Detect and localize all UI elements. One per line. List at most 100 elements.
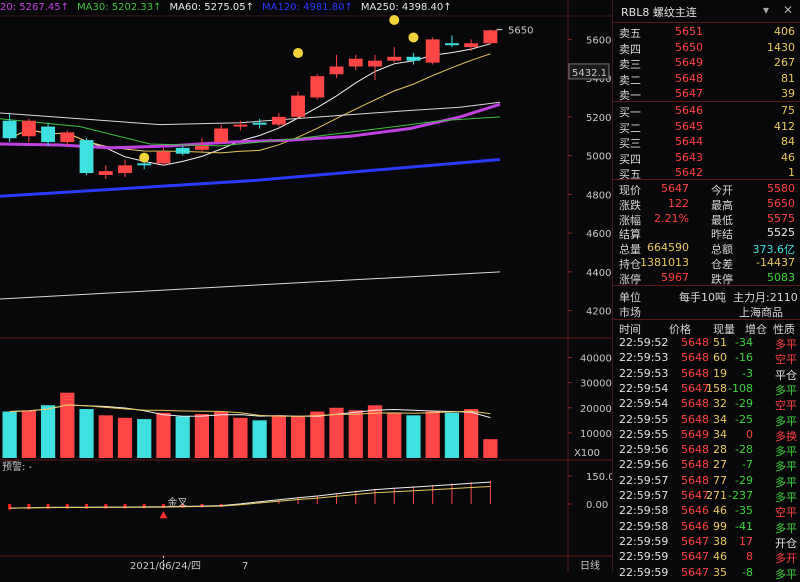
volume-bar[interactable] [214,411,229,458]
candle-body[interactable] [329,66,344,75]
book-row[interactable]: 卖二 5648 81 [613,72,800,87]
volume-bar[interactable] [137,419,152,458]
candle-body[interactable] [60,132,75,143]
volume-bar[interactable] [290,416,306,458]
trade-row[interactable]: 22:59:52 5648 51 -34 多平 [613,336,800,351]
trade-change: -237 [728,489,753,502]
candle-body[interactable] [445,43,459,46]
trade-row[interactable]: 22:59:57 5647 271 -237 多平 [613,489,800,504]
cross-label: 金叉 [167,496,187,509]
candle-body[interactable] [2,120,17,139]
candle-body[interactable] [368,60,382,67]
candle-body[interactable] [348,58,363,67]
book-price: 5646 [675,104,703,117]
trade-row[interactable]: 22:59:54 5648 32 -29 空平 [613,397,800,412]
trade-type: 空平 [775,353,797,367]
volume-bar[interactable] [40,405,56,458]
book-row[interactable]: 卖三 5649 267 [613,56,800,71]
trade-change: 8 [746,550,753,564]
volume-bar[interactable] [194,414,210,458]
book-row[interactable]: 买四 5643 46 [613,151,800,166]
candle-body[interactable] [156,151,171,164]
volume-bar[interactable] [2,411,17,458]
kline-chart-area[interactable]: 5600 5400 5200 5000 4800 4600 4400 4200 5650 5432… [0,0,612,572]
volume-bar[interactable] [60,392,75,458]
trade-row[interactable]: 22:59:59 5647 46 8 多开 [613,550,800,565]
trade-row[interactable]: 22:59:53 5648 60 -16 空平 [613,351,800,366]
trade-qty: 38 [713,534,727,548]
trade-row[interactable]: 22:59:55 5648 34 -25 多平 [613,413,800,428]
book-row[interactable]: 卖四 5650 1430 [613,41,800,56]
candle-body[interactable] [175,147,190,154]
trade-row[interactable]: 22:59:54 5647 158 -108 多平 [613,382,800,397]
trade-row[interactable]: 22:59:59 5647 38 17 开仓 [613,535,800,550]
volume-bar[interactable] [79,409,94,458]
candle-body[interactable] [425,39,440,63]
candle-body[interactable] [464,43,479,48]
book-row[interactable]: 买三 5644 84 [613,135,800,150]
chart-canvas[interactable]: 5600 5400 5200 5000 4800 4600 4400 4200 5650 5432… [0,0,612,572]
candle-body[interactable] [98,171,113,175]
close-icon[interactable]: ✕ [783,3,794,17]
volume-bar[interactable] [21,410,36,458]
trade-row[interactable]: 22:59:58 5646 46 -35 空平 [613,504,800,519]
candle-body[interactable] [118,165,132,174]
trade-row[interactable]: 22:59:56 5648 28 -28 多平 [613,443,800,458]
trade-row[interactable]: 22:59:57 5648 77 -29 多平 [613,474,800,489]
trade-row[interactable]: 22:59:56 5648 27 -7 多平 [613,458,800,473]
candle-body[interactable] [310,76,325,98]
book-qty: 75 [781,104,795,117]
book-row[interactable]: 买二 5645 412 [613,120,800,135]
stat-value: 5525 [767,226,795,240]
volume-bar[interactable] [310,411,325,458]
candle-body[interactable] [252,122,267,125]
candle-body[interactable] [483,30,498,44]
market-value: 上海商品 [739,306,783,319]
dropdown-icon[interactable]: ▾ [763,3,770,17]
book-row[interactable]: 买一 5646 75 [613,104,800,119]
candle-body[interactable] [79,140,94,174]
trade-qty: 46 [713,504,727,518]
trade-row[interactable]: 22:59:55 5649 34 0 多换 [613,428,800,443]
trade-row[interactable]: 22:59:53 5648 19 -3 平仓 [613,367,800,382]
candle-body[interactable] [291,95,305,117]
book-row[interactable]: 卖五 5651 406 [613,25,800,40]
book-price: 5642 [675,166,703,180]
volume-bar[interactable] [98,415,113,458]
current-price-tag [568,63,610,80]
candle-body[interactable] [41,126,55,143]
stat-row: 总量 664590 总额 373.6亿 [613,241,800,256]
volume-bar[interactable] [348,410,363,458]
volume-bar[interactable] [483,439,498,458]
volume-bar[interactable] [425,411,440,458]
candle-body[interactable] [195,145,209,150]
volume-bar[interactable] [464,409,479,458]
candle-body[interactable] [406,56,421,61]
candle-body[interactable] [233,124,248,127]
book-row[interactable]: 卖一 5647 39 [613,87,800,102]
volume-bar[interactable] [156,412,171,458]
candle-body[interactable] [214,128,229,143]
volume-bar[interactable] [406,415,421,458]
volume-bar[interactable] [271,415,286,458]
volume-bar[interactable] [233,417,248,458]
volume-bar[interactable] [329,407,344,458]
book-price: 5644 [675,135,703,149]
volume-bar[interactable] [387,412,402,458]
trade-row[interactable]: 22:59:58 5646 99 -41 多平 [613,520,800,535]
volume-bar[interactable] [367,405,383,458]
volume-bar[interactable] [117,417,133,458]
candle-body[interactable] [21,120,36,137]
volume-bar[interactable] [252,420,267,458]
book-row[interactable]: 买五 5642 1 [613,166,800,181]
price-tick-label: 5600 [586,35,611,46]
volume-bar[interactable] [175,416,190,458]
trade-type: 多平 [775,460,797,474]
volume-bar[interactable] [444,412,460,458]
candle-body[interactable] [137,163,152,166]
candle-body[interactable] [271,116,286,125]
trade-type: 开仓 [775,536,797,550]
candle-body[interactable] [387,56,402,61]
trade-row[interactable]: 22:59:59 5647 35 -8 多平 [613,566,800,581]
book-qty: 412 [774,119,795,133]
